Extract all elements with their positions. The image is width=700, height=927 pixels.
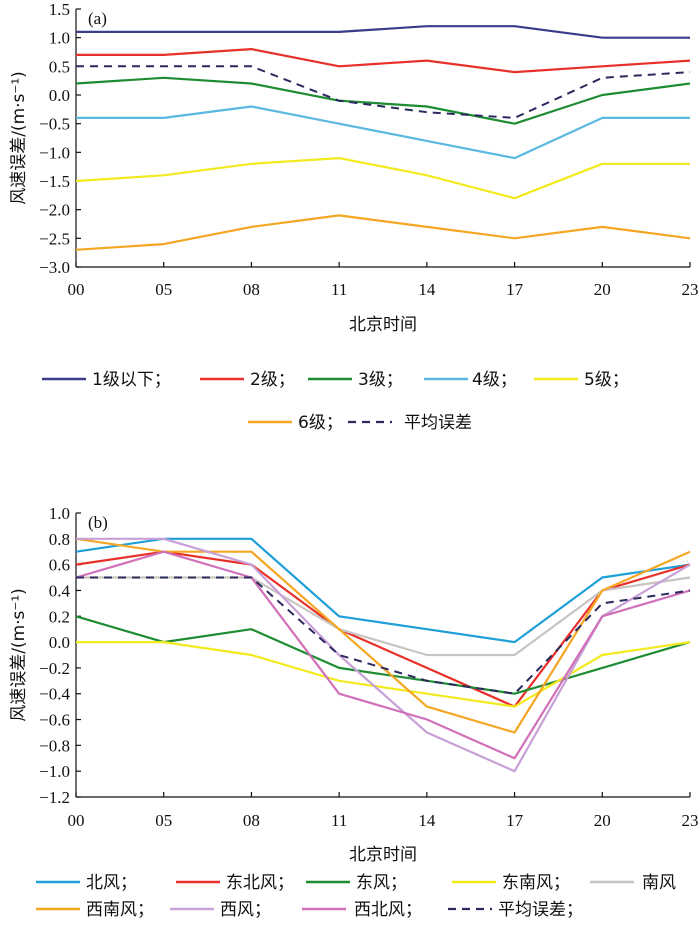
x-tick-label: 20 [594, 811, 611, 830]
chart-panel-a: 1.5 1.0 0.5 0.0 −0.5 −1.0 −1.5 −2.0 −2.5 −3.0 00 05… [9, 0, 699, 433]
x-tick-label: 05 [155, 280, 172, 299]
x-tick-label: 11 [331, 811, 347, 830]
y-tick-label: 0.6 [49, 556, 70, 575]
y-axis-title: 风速误差/(m·s⁻¹) [9, 588, 29, 722]
x-tick-label: 05 [155, 811, 172, 830]
y-tick-label: −2.0 [39, 201, 70, 220]
series-line-4 [75, 157, 690, 200]
x-tick-label: 14 [418, 280, 436, 299]
chart-panel-b: 1.0 0.8 0.6 0.4 0.2 0.0 −0.2 −0.4 −0.6 −0.8 −1.0 −1… [9, 504, 699, 920]
legend-label: 3级； [358, 370, 403, 390]
x-tick-label: 23 [682, 280, 699, 299]
x-tick-label: 17 [506, 811, 524, 830]
y-tick-label: 1.0 [49, 504, 70, 523]
series-line-6 [76, 65, 691, 119]
x-tick-label: 00 [68, 280, 85, 299]
x-tick-label: 00 [68, 811, 85, 830]
y-tick-label: 0.2 [49, 607, 70, 626]
x-tick-label: 08 [243, 811, 260, 830]
legend-label: 平均误差 [404, 413, 472, 433]
y-tick-label: −0.2 [39, 659, 70, 678]
x-axis-title: 北京时间 [349, 845, 417, 865]
series-line-5 [75, 214, 691, 251]
y-tick-label: −0.6 [39, 711, 70, 730]
y-tick-label: 0.8 [49, 530, 70, 549]
y-tick-label: 0.5 [49, 57, 70, 76]
x-tick-label: 20 [594, 280, 611, 299]
legend-label: 西南风； [86, 900, 154, 920]
y-tick-label: −1.0 [39, 143, 70, 162]
y-tick-label: 0.0 [49, 633, 70, 652]
series-line-8 [76, 576, 691, 695]
y-tick-label: −1.5 [39, 172, 70, 191]
y-tick-label: −1.2 [39, 788, 70, 807]
y-tick-label: −0.4 [39, 685, 70, 704]
legend-label: 西北风； [354, 900, 422, 920]
y-tick-label: −0.5 [39, 115, 70, 134]
x-tick-label: 08 [243, 280, 260, 299]
x-axis-title: 北京时间 [349, 315, 417, 335]
series-line-1 [75, 550, 691, 708]
legend-label: 北风； [86, 873, 137, 893]
legend-label: 东南风； [502, 873, 570, 893]
series-line-0 [76, 25, 690, 39]
series-line-5 [75, 537, 691, 734]
x-tick-label: 23 [682, 811, 699, 830]
y-tick-label: −2.5 [39, 229, 70, 248]
legend-label: 2级； [250, 370, 295, 390]
series-line-6 [76, 537, 691, 773]
x-tick-label: 14 [418, 811, 436, 830]
series-line-3 [76, 105, 690, 160]
y-tick-label: 0.0 [49, 86, 70, 105]
series-line-1 [76, 47, 691, 74]
y-axis-title: 风速误差/(m·s⁻¹) [9, 71, 29, 205]
series-line-2 [75, 76, 691, 125]
panel-label: (b) [88, 513, 108, 532]
legend-label: 4级； [472, 370, 517, 390]
legend-label: 6级； [298, 413, 343, 433]
series-line-7 [75, 550, 691, 760]
y-tick-label: 0.4 [49, 581, 71, 600]
legend-label: 南风 [642, 873, 676, 893]
y-tick-label: 1.0 [49, 29, 70, 48]
x-tick-label: 17 [506, 280, 524, 299]
legend-label: 平均误差； [498, 900, 583, 920]
series-line-2 [75, 615, 691, 695]
x-tick-label: 11 [331, 280, 347, 299]
series-line-3 [76, 640, 691, 708]
y-tick-label: −0.8 [39, 736, 70, 755]
y-tick-label: −1.0 [39, 762, 70, 781]
legend-label: 5级； [584, 370, 629, 390]
legend-label: 东风； [356, 873, 407, 893]
y-tick-label: 1.5 [49, 0, 70, 19]
series-line-0 [75, 537, 691, 644]
legend-label: 西风； [220, 900, 271, 920]
y-tick-label: −3.0 [39, 258, 70, 277]
panel-label: (a) [88, 9, 107, 28]
legend-label: 1级以下； [92, 370, 171, 390]
legend-label: 东北风； [226, 873, 294, 893]
